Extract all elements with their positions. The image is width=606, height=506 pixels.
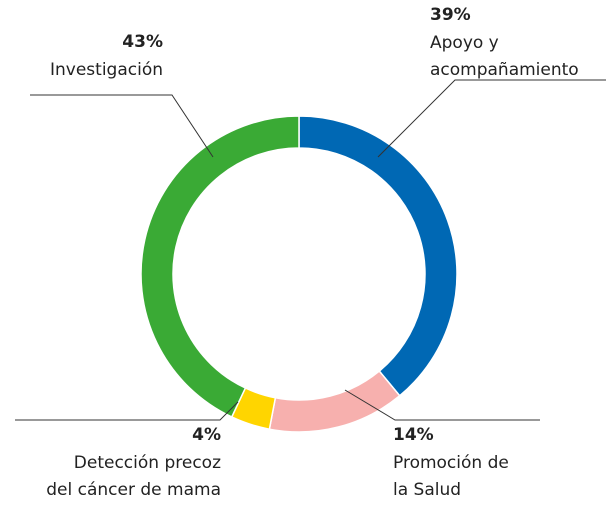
leader-line bbox=[377, 79, 606, 158]
value-label: 43% bbox=[122, 32, 163, 52]
label-line: Investigación bbox=[50, 60, 163, 80]
donut-segment bbox=[140, 115, 300, 418]
category-label: Apoyo y acompañamiento bbox=[430, 33, 579, 80]
label-line: del cáncer de mama bbox=[46, 480, 221, 500]
label-line: la Salud bbox=[393, 480, 461, 500]
category-label: Detección precoz del cáncer de mama bbox=[46, 453, 221, 500]
category-label: Promoción de la Salud bbox=[393, 453, 509, 500]
value-label: 39% bbox=[430, 5, 471, 25]
donut-segment bbox=[268, 370, 401, 433]
label-line: Apoyo y bbox=[430, 33, 499, 53]
donut-segment bbox=[298, 115, 458, 397]
label-line: acompañamiento bbox=[430, 60, 579, 80]
leader-line bbox=[30, 94, 214, 158]
category-label: Investigación bbox=[50, 60, 163, 80]
value-label: 14% bbox=[393, 425, 434, 445]
label-line: Promoción de bbox=[393, 453, 509, 473]
leader-line bbox=[15, 401, 239, 421]
leader-line bbox=[344, 389, 540, 421]
label-line: Detección precoz bbox=[74, 453, 221, 473]
value-label: 4% bbox=[192, 425, 221, 445]
